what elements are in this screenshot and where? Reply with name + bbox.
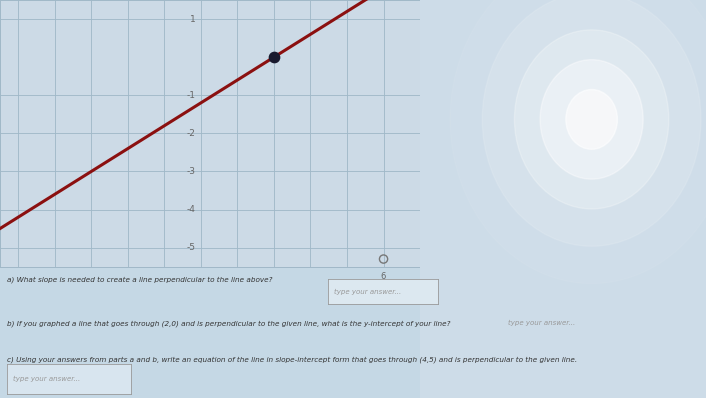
Ellipse shape: [482, 0, 701, 246]
Text: -4: -4: [186, 205, 196, 214]
Text: a) What slope is needed to create a line perpendicular to the line above?: a) What slope is needed to create a line…: [7, 277, 273, 283]
Point: [378, 256, 389, 262]
Ellipse shape: [566, 90, 617, 149]
Text: 6: 6: [381, 272, 386, 281]
Text: type your answer...: type your answer...: [334, 289, 401, 295]
Ellipse shape: [540, 60, 643, 179]
Text: b) If you graphed a line that goes through (2,0) and is perpendicular to the giv: b) If you graphed a line that goes throu…: [7, 320, 450, 327]
Text: -1: -1: [186, 91, 196, 100]
Text: -5: -5: [186, 243, 196, 252]
Text: -3: -3: [186, 167, 196, 176]
Text: 1: 1: [190, 15, 196, 23]
Text: type your answer...: type your answer...: [508, 320, 575, 326]
Ellipse shape: [515, 30, 669, 209]
Text: -2: -2: [186, 129, 196, 138]
Point: [268, 54, 280, 60]
Text: c) Using your answers from parts a and b, write an equation of the line in slope: c) Using your answers from parts a and b…: [7, 356, 578, 363]
Text: type your answer...: type your answer...: [13, 376, 80, 382]
Ellipse shape: [450, 0, 706, 284]
